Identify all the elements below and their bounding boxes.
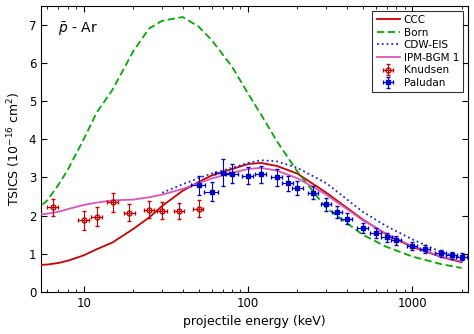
IPM-BGM 1 bbox=[229, 171, 235, 175]
IPM-BGM 1 bbox=[110, 198, 116, 202]
X-axis label: projectile energy (keV): projectile energy (keV) bbox=[183, 315, 326, 328]
IPM-BGM 1 bbox=[410, 244, 415, 248]
CCC bbox=[229, 167, 235, 171]
Born bbox=[323, 206, 329, 210]
CDW-EIS bbox=[180, 182, 185, 186]
Born bbox=[146, 26, 152, 30]
Born bbox=[360, 233, 365, 237]
CCC bbox=[294, 172, 300, 176]
IPM-BGM 1 bbox=[196, 181, 201, 185]
CCC bbox=[459, 260, 465, 264]
Born bbox=[438, 262, 444, 266]
IPM-BGM 1 bbox=[45, 212, 50, 216]
CDW-EIS bbox=[229, 166, 235, 170]
Born bbox=[55, 183, 61, 187]
IPM-BGM 1 bbox=[130, 198, 136, 202]
Born bbox=[81, 137, 87, 141]
IPM-BGM 1 bbox=[360, 218, 365, 222]
Born bbox=[410, 255, 415, 259]
Born bbox=[45, 198, 50, 202]
Line: CCC: CCC bbox=[34, 163, 462, 265]
Legend: CCC, Born, CDW-EIS, IPM-BGM 1, Knudsen, Paludan: CCC, Born, CDW-EIS, IPM-BGM 1, Knudsen, … bbox=[373, 11, 463, 92]
IPM-BGM 1 bbox=[384, 232, 390, 236]
Line: CDW-EIS: CDW-EIS bbox=[162, 160, 462, 259]
CCC bbox=[81, 254, 87, 258]
CDW-EIS bbox=[245, 161, 251, 165]
Born bbox=[159, 19, 165, 23]
IPM-BGM 1 bbox=[438, 255, 444, 259]
CCC bbox=[245, 162, 251, 166]
CCC bbox=[45, 263, 50, 267]
CCC bbox=[410, 245, 415, 249]
CCC bbox=[180, 189, 185, 193]
Born bbox=[384, 245, 390, 249]
Born bbox=[94, 111, 100, 115]
Born bbox=[180, 15, 185, 19]
Born bbox=[459, 266, 465, 270]
CDW-EIS bbox=[196, 176, 201, 180]
Born bbox=[229, 65, 235, 69]
CCC bbox=[438, 255, 444, 259]
IPM-BGM 1 bbox=[81, 203, 87, 207]
CDW-EIS bbox=[258, 158, 264, 162]
IPM-BGM 1 bbox=[65, 207, 71, 211]
CCC bbox=[31, 263, 37, 267]
CCC bbox=[274, 164, 280, 168]
CCC bbox=[94, 247, 100, 251]
Born bbox=[245, 92, 251, 96]
CCC bbox=[323, 191, 329, 195]
IPM-BGM 1 bbox=[274, 169, 280, 173]
CDW-EIS bbox=[294, 166, 300, 170]
Born bbox=[209, 38, 214, 42]
IPM-BGM 1 bbox=[323, 193, 329, 197]
CCC bbox=[55, 261, 61, 265]
IPM-BGM 1 bbox=[146, 195, 152, 199]
IPM-BGM 1 bbox=[209, 177, 214, 181]
Born bbox=[258, 113, 264, 117]
CDW-EIS bbox=[384, 224, 390, 228]
IPM-BGM 1 bbox=[245, 167, 251, 171]
Born bbox=[31, 210, 37, 214]
CCC bbox=[146, 215, 152, 219]
CDW-EIS bbox=[459, 257, 465, 261]
CDW-EIS bbox=[438, 250, 444, 254]
CCC bbox=[110, 240, 116, 244]
IPM-BGM 1 bbox=[94, 201, 100, 205]
IPM-BGM 1 bbox=[180, 187, 185, 191]
CDW-EIS bbox=[274, 159, 280, 163]
IPM-BGM 1 bbox=[55, 210, 61, 214]
Born bbox=[274, 139, 280, 143]
CDW-EIS bbox=[360, 210, 365, 214]
Line: IPM-BGM 1: IPM-BGM 1 bbox=[34, 168, 462, 262]
CDW-EIS bbox=[159, 191, 165, 195]
Born bbox=[65, 168, 71, 172]
CCC bbox=[258, 161, 264, 165]
IPM-BGM 1 bbox=[31, 213, 37, 217]
CCC bbox=[65, 259, 71, 263]
CCC bbox=[360, 217, 365, 221]
CCC bbox=[209, 174, 214, 178]
CDW-EIS bbox=[410, 237, 415, 241]
IPM-BGM 1 bbox=[258, 166, 264, 170]
CCC bbox=[130, 227, 136, 231]
Born bbox=[294, 170, 300, 174]
IPM-BGM 1 bbox=[459, 260, 465, 264]
Born bbox=[130, 49, 136, 53]
CCC bbox=[196, 180, 201, 184]
Text: $\bar{p}$ - Ar: $\bar{p}$ - Ar bbox=[58, 20, 98, 38]
Born bbox=[196, 25, 201, 29]
Born bbox=[110, 88, 116, 92]
CDW-EIS bbox=[323, 181, 329, 185]
Y-axis label: TSICS (10$^{-16}$ cm$^2$): TSICS (10$^{-16}$ cm$^2$) bbox=[6, 92, 23, 206]
CCC bbox=[159, 204, 165, 208]
CDW-EIS bbox=[209, 172, 214, 176]
CCC bbox=[384, 233, 390, 237]
Line: Born: Born bbox=[34, 17, 462, 268]
IPM-BGM 1 bbox=[294, 176, 300, 180]
IPM-BGM 1 bbox=[159, 193, 165, 197]
